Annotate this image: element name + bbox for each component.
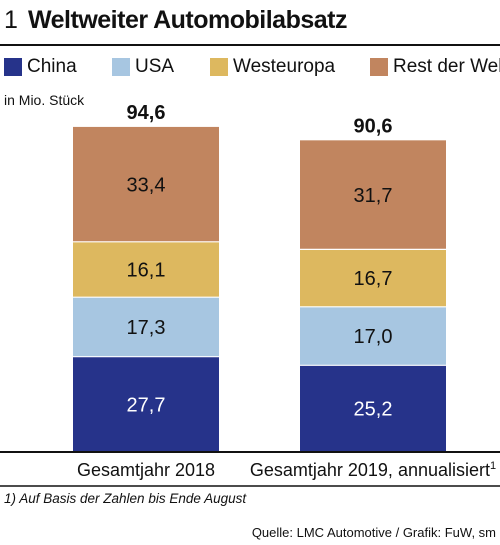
legend: China USA Westeuropa Rest der Welt: [0, 52, 500, 82]
data-label-rest-der-welt-2: 31,7: [354, 185, 393, 207]
bar-segment-china-1: [73, 356, 219, 452]
data-label-china-2: 25,2: [354, 399, 393, 421]
bar-segment-usa-1: [73, 297, 219, 357]
total-label-1: 94,6: [127, 102, 166, 124]
data-label-westeuropa-1: 16,1: [127, 260, 166, 282]
legend-swatch-rest-der-welt: [370, 58, 388, 76]
chart-header: 1 Weltweiter Automobilabsatz: [0, 0, 500, 44]
bar-segment-rest-der-welt-1: [73, 126, 219, 242]
legend-swatch-westeuropa: [210, 58, 228, 76]
bar-segment-westeuropa-1: [73, 241, 219, 298]
data-label-rest-der-welt-1: 33,4: [127, 174, 166, 196]
category-label-1: Gesamtjahr 2018: [77, 460, 215, 480]
bar-segment-westeuropa-2: [300, 249, 446, 307]
data-label-usa-1: 17,3: [127, 317, 166, 339]
category-label-2: Gesamtjahr 2019, annualisiert1: [250, 460, 496, 480]
unit-label: in Mio. Stück: [4, 92, 85, 108]
legend-item-rest-der-welt: Rest der Welt: [370, 52, 500, 82]
data-label-westeuropa-2: 16,7: [354, 268, 393, 290]
legend-item-westeuropa: Westeuropa: [210, 52, 335, 82]
bar-segment-rest-der-welt-2: [300, 140, 446, 250]
chart-title: Weltweiter Automobilabsatz: [28, 6, 347, 34]
bar-segment-china-2: [300, 365, 446, 452]
data-label-china-1: 27,7: [127, 394, 166, 416]
source-credit: Quelle: LMC Automotive / Grafik: FuW, sm: [251, 525, 496, 540]
legend-label-westeuropa: Westeuropa: [233, 56, 336, 77]
title-rule: [0, 44, 500, 46]
footnote: 1) Auf Basis der Zahlen bis Ende August: [4, 491, 247, 506]
legend-label-rest-der-welt: Rest der Welt: [393, 56, 500, 77]
figure-number: 1: [4, 6, 18, 34]
legend-label-usa: USA: [135, 56, 175, 77]
footnote-marker: 1: [490, 460, 496, 472]
legend-item-china: China: [4, 52, 77, 82]
legend-swatch-china: [4, 58, 22, 76]
legend-item-usa: USA: [112, 52, 174, 82]
data-label-usa-2: 17,0: [354, 326, 393, 348]
legend-swatch-usa: [112, 58, 130, 76]
bar-segment-usa-2: [300, 306, 446, 366]
total-label-2: 90,6: [354, 115, 393, 137]
legend-label-china: China: [27, 56, 77, 77]
